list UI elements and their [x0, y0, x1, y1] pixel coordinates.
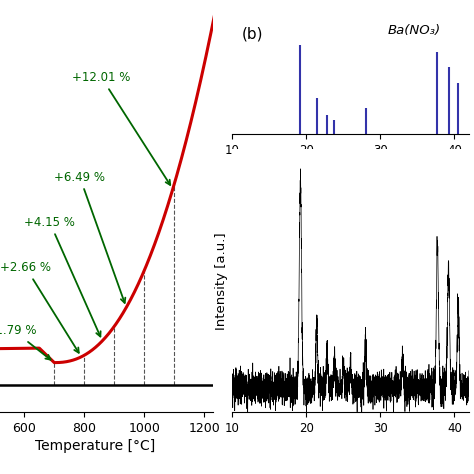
Y-axis label: Intensity [a.u.]: Intensity [a.u.]	[215, 232, 228, 329]
Text: +4.15 %: +4.15 %	[24, 216, 100, 337]
Text: -1.79 %: -1.79 %	[0, 324, 51, 360]
X-axis label: Temperature [°C]: Temperature [°C]	[35, 439, 155, 453]
Text: +2.66 %: +2.66 %	[0, 261, 79, 353]
Text: (b): (b)	[242, 26, 263, 41]
Text: Ba(NO₃): Ba(NO₃)	[388, 24, 441, 37]
Text: +12.01 %: +12.01 %	[73, 71, 170, 185]
Text: +6.49 %: +6.49 %	[55, 171, 125, 303]
